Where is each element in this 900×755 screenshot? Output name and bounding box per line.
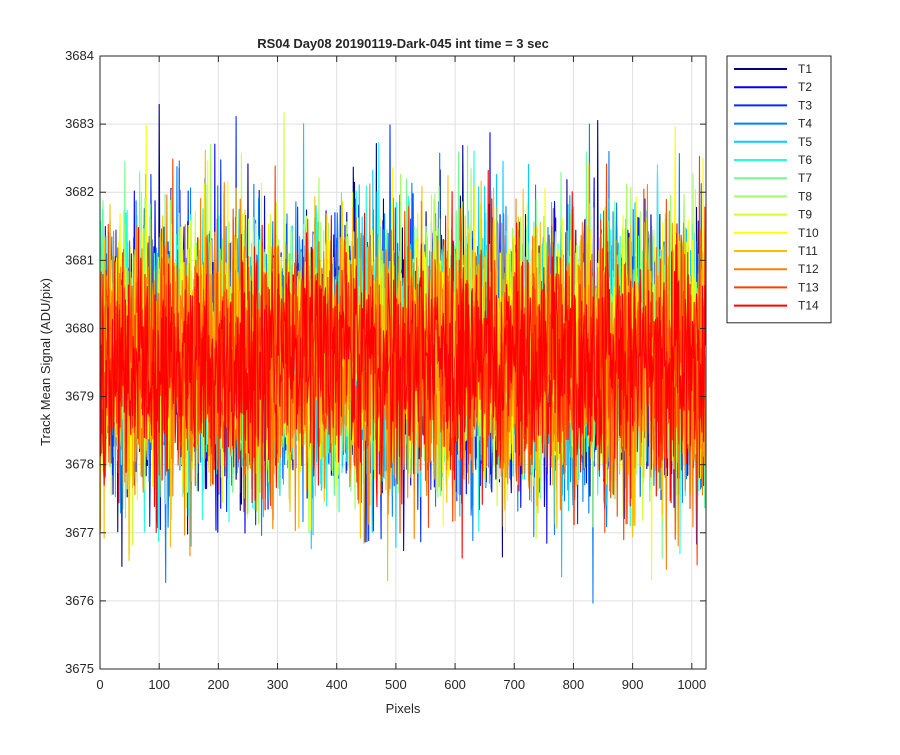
- y-tick-label: 3683: [65, 116, 94, 131]
- y-tick-label: 3676: [65, 593, 94, 608]
- x-tick-label: 200: [208, 677, 230, 692]
- legend-label: T9: [798, 208, 812, 222]
- series-lines: [99, 103, 706, 604]
- y-tick-label: 3682: [65, 184, 94, 199]
- legend-label: T8: [798, 189, 812, 203]
- legend: T1 T2 T3 T4 T5 T6 T7 T8 T9 T10 T11 T12 T13 T14: [726, 55, 832, 324]
- legend-box: [726, 55, 832, 324]
- x-tick-label: 0: [96, 677, 103, 692]
- y-tick-label: 3678: [65, 457, 94, 472]
- x-tick-label: 1000: [677, 677, 706, 692]
- x-tick-label: 100: [148, 677, 170, 692]
- legend-label: T2: [798, 80, 812, 94]
- legend-label: T6: [798, 153, 812, 167]
- plot-area-border: [99, 55, 707, 670]
- legend-label: T14: [798, 299, 819, 313]
- legend-label: T4: [798, 117, 812, 131]
- x-tick-label: 300: [267, 677, 289, 692]
- x-tick-label: 700: [503, 677, 525, 692]
- legend-label: T12: [798, 262, 819, 276]
- y-tick-label: 3680: [65, 320, 94, 335]
- legend-label: T1: [798, 62, 812, 76]
- series-line-t14: [99, 170, 706, 559]
- x-tick-label: 600: [444, 677, 466, 692]
- x-tick-label: 900: [622, 677, 644, 692]
- legend-label: T5: [798, 135, 812, 149]
- legend-label: T10: [798, 226, 819, 240]
- y-tick-label: 3677: [65, 525, 94, 540]
- x-tick-label: 800: [563, 677, 585, 692]
- x-axis-label: Pixels: [386, 701, 421, 716]
- legend-label: T13: [798, 280, 819, 294]
- y-tick-label: 3684: [65, 48, 94, 63]
- chart-title: RS04 Day08 20190119-Dark-045 int time = …: [257, 36, 549, 51]
- legend-label: T11: [798, 244, 818, 258]
- x-tick-label: 500: [385, 677, 407, 692]
- y-tick-label: 3681: [65, 252, 94, 267]
- legend-label: T7: [798, 171, 812, 185]
- legend-label: T3: [798, 98, 812, 112]
- x-tick-label: 400: [326, 677, 348, 692]
- y-axis-label: Track Mean Signal (ADU/pix): [38, 278, 53, 446]
- axis-ticks: 0 100 200 300 400 500 600 700 800 900 1000 3675 3676…: [65, 48, 706, 692]
- y-tick-label: 3679: [65, 389, 94, 404]
- y-tick-label: 3675: [65, 661, 94, 676]
